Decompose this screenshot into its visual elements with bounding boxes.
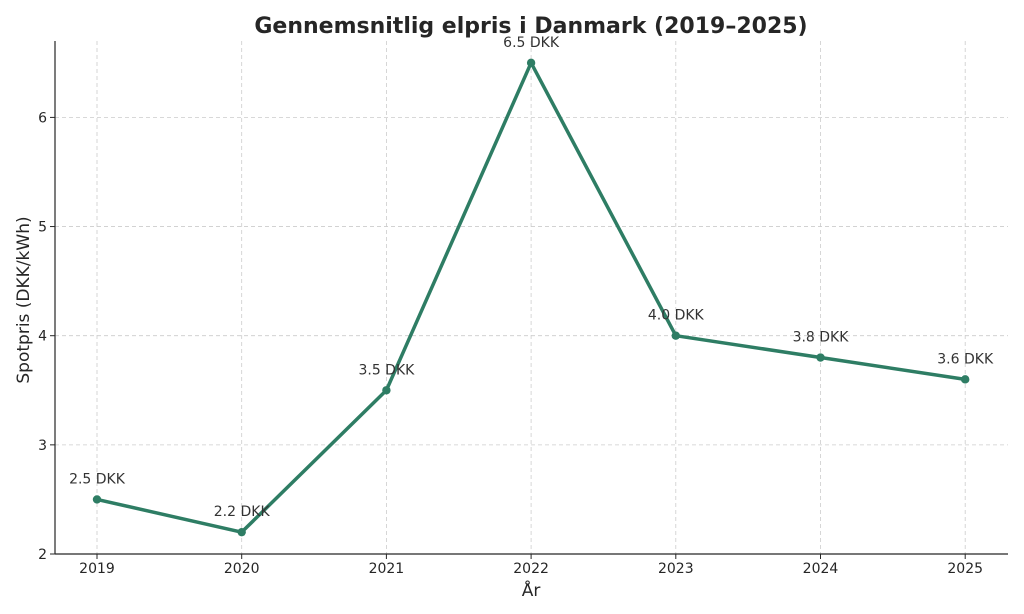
data-point-2020	[237, 527, 246, 537]
y-axis-ticks: 2 3 4 5 6	[38, 110, 55, 563]
axes	[54, 41, 1008, 555]
y-tick-label: 4	[38, 329, 47, 345]
data-point-2022	[526, 58, 536, 68]
data-point-2023	[671, 331, 680, 340]
data-point-2025	[961, 375, 970, 384]
x-tick-label: 2022	[513, 561, 549, 577]
x-tick-label: 2024	[803, 561, 839, 577]
data-point-2021	[382, 386, 391, 395]
y-tick-label: 6	[38, 110, 47, 126]
data-label-2021: 3.5 DKK	[358, 362, 415, 378]
x-tick-label: 2025	[947, 561, 983, 577]
data-point-2024	[816, 353, 825, 362]
data-label-2025: 3.6 DKK	[937, 351, 994, 367]
y-tick-label: 3	[38, 438, 47, 454]
x-tick-label: 2020	[224, 561, 260, 577]
data-labels: 2.5 DKK 2.2 DKK 3.5 DKK 6.5 DKK 4.0 DKK 3.8 D…	[69, 35, 994, 520]
y-tick-label: 5	[38, 220, 47, 236]
x-axis-label: År	[522, 579, 541, 601]
chart-title: Gennemsnitlig elpris i Danmark (2019–202…	[254, 14, 807, 39]
data-label-2019: 2.5 DKK	[69, 471, 126, 487]
x-tick-label: 2019	[79, 561, 115, 577]
series-layer	[92, 58, 970, 537]
data-label-2020: 2.2 DKK	[214, 504, 271, 520]
y-axis-label: Spotpris (DKK/kWh)	[14, 216, 34, 383]
data-point-2019	[92, 495, 102, 504]
x-tick-label: 2023	[658, 561, 694, 577]
y-tick-label: 2	[38, 547, 47, 563]
data-label-2024: 3.8 DKK	[793, 330, 850, 346]
data-label-2023: 4.0 DKK	[648, 308, 705, 324]
grid	[55, 41, 1008, 555]
x-tick-label: 2021	[369, 561, 405, 577]
data-label-2022: 6.5 DKK	[503, 35, 560, 51]
x-axis-ticks: 2019 2020 2021 2022 2023 2024 2025	[79, 554, 983, 577]
